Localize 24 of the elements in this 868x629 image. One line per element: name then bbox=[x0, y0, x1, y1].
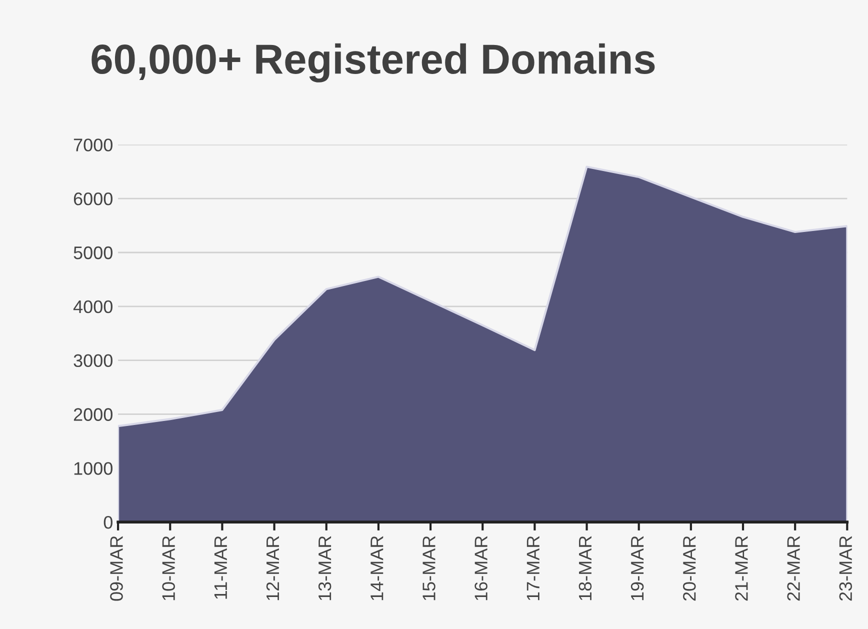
y-tick-label: 0 bbox=[104, 516, 112, 529]
x-tick-label: 12-MAR bbox=[266, 536, 279, 600]
y-tick-label: 3000 bbox=[74, 354, 112, 368]
x-tick-label: 20-MAR bbox=[682, 536, 696, 601]
y-tick-label: 2000 bbox=[74, 408, 112, 421]
x-tick-label: 23-MAR bbox=[839, 536, 852, 601]
x-tick-label: 19-MAR bbox=[630, 536, 644, 600]
x-tick-label: 13-MAR bbox=[318, 536, 332, 600]
y-tick-label: 6000 bbox=[74, 192, 112, 206]
x-tick-label: 22-MAR bbox=[787, 536, 800, 601]
x-tick-label: 17-MAR bbox=[526, 536, 540, 600]
x-tick-label: 18-MAR bbox=[578, 536, 592, 600]
chart-title: 60,000+ Registered Domains bbox=[92, 43, 655, 82]
x-tick-label: 11-MAR bbox=[214, 536, 227, 599]
y-tick-label: 1000 bbox=[74, 462, 112, 475]
x-tick-label: 10-MAR bbox=[162, 536, 175, 600]
x-tick-label: 21-MAR bbox=[735, 536, 748, 601]
x-tick-label: 09-MAR bbox=[110, 536, 123, 601]
y-tick-label: 5000 bbox=[74, 246, 112, 260]
y-tick-label: 4000 bbox=[73, 300, 112, 314]
x-tick-label: 15-MAR bbox=[422, 536, 436, 600]
x-tick-label: 16-MAR bbox=[474, 536, 488, 600]
x-tick-label: 14-MAR bbox=[370, 536, 384, 600]
y-tick-label: 7000 bbox=[74, 138, 112, 152]
